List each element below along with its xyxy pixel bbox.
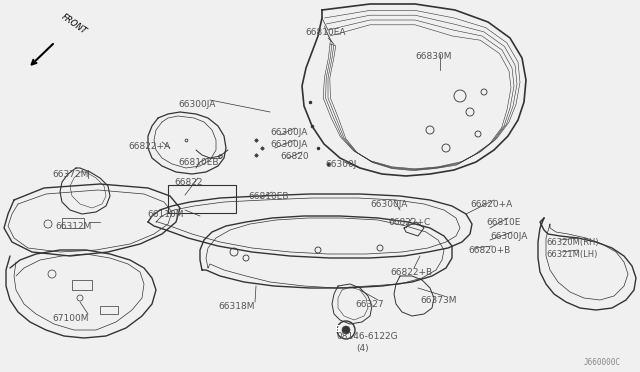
Text: 66300JA: 66300JA: [370, 200, 408, 209]
Text: 66320M(RH): 66320M(RH): [546, 238, 598, 247]
Text: 66321M(LH): 66321M(LH): [546, 250, 597, 259]
Text: (4): (4): [356, 344, 369, 353]
Bar: [62, 218, 84, 228]
Text: 66300J: 66300J: [325, 160, 356, 169]
Text: 66372M: 66372M: [52, 170, 88, 179]
Text: 08146-6122G: 08146-6122G: [336, 332, 397, 341]
Text: 67100M: 67100M: [52, 314, 88, 323]
Bar: [72, 280, 92, 290]
Bar: [168, 185, 236, 213]
Text: 66810EB: 66810EB: [248, 192, 289, 201]
Text: 66810EA: 66810EA: [305, 28, 346, 37]
Text: 66327: 66327: [355, 300, 383, 309]
Text: 66373M: 66373M: [420, 296, 456, 305]
Text: 66822+A: 66822+A: [128, 142, 170, 151]
Text: 66810E: 66810E: [486, 218, 520, 227]
Text: 66312M: 66312M: [55, 222, 92, 231]
Text: FRONT: FRONT: [60, 12, 89, 36]
Text: 66300JA: 66300JA: [178, 100, 216, 109]
Text: 66822+C: 66822+C: [388, 218, 430, 227]
Text: 66110M: 66110M: [147, 210, 184, 219]
Text: 66820: 66820: [280, 152, 308, 161]
Text: B: B: [334, 326, 340, 334]
Text: 66822: 66822: [174, 178, 202, 187]
Text: J660000C: J660000C: [584, 358, 621, 367]
Text: 66822+B: 66822+B: [390, 268, 432, 277]
Text: 66300JA: 66300JA: [490, 232, 527, 241]
Text: 66820+A: 66820+A: [470, 200, 512, 209]
Text: 66318M: 66318M: [218, 302, 255, 311]
Text: 66810EB: 66810EB: [178, 158, 218, 167]
Text: 66300JA: 66300JA: [270, 128, 307, 137]
Text: 66300JA: 66300JA: [270, 140, 307, 149]
Text: 66830M: 66830M: [415, 52, 451, 61]
Circle shape: [342, 326, 350, 334]
Text: 66820+B: 66820+B: [468, 246, 510, 255]
Bar: [100, 306, 118, 314]
